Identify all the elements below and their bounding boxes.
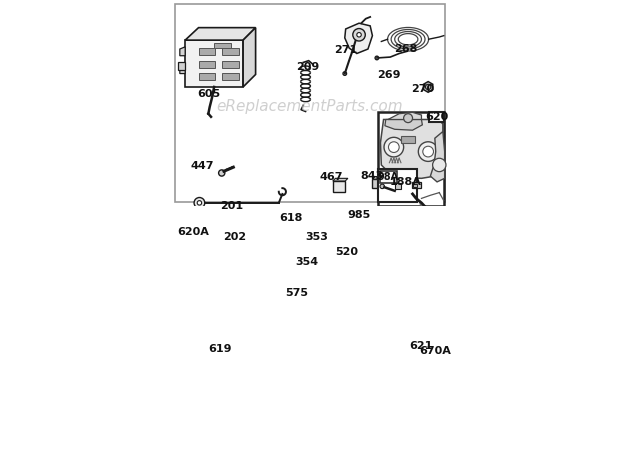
Circle shape: [384, 137, 404, 157]
Text: 575: 575: [285, 288, 308, 298]
Circle shape: [389, 142, 399, 152]
Polygon shape: [381, 120, 443, 178]
Bar: [378, 112, 444, 206]
Bar: [198, 61, 216, 68]
Bar: [401, 136, 415, 143]
Bar: [222, 48, 239, 55]
Polygon shape: [333, 178, 348, 181]
Bar: [414, 184, 417, 187]
Text: 605: 605: [197, 89, 220, 98]
Text: 353: 353: [305, 232, 328, 242]
Circle shape: [200, 242, 206, 249]
Circle shape: [293, 226, 297, 230]
Text: 618: 618: [280, 213, 303, 223]
Text: 354: 354: [295, 257, 318, 267]
Circle shape: [314, 261, 326, 274]
Circle shape: [343, 72, 347, 75]
Bar: [214, 43, 231, 48]
Bar: [430, 112, 444, 122]
Polygon shape: [430, 132, 445, 182]
Bar: [348, 218, 352, 221]
Polygon shape: [345, 23, 373, 54]
Text: 467: 467: [320, 172, 343, 182]
Polygon shape: [234, 241, 249, 260]
Text: 619: 619: [208, 344, 232, 353]
Bar: [395, 183, 401, 189]
Text: 269: 269: [378, 70, 401, 80]
Circle shape: [194, 198, 205, 208]
Polygon shape: [423, 82, 433, 92]
Polygon shape: [373, 179, 383, 188]
Text: 670A: 670A: [419, 346, 451, 356]
Polygon shape: [185, 28, 255, 40]
Text: 202: 202: [223, 232, 246, 242]
Polygon shape: [192, 236, 211, 287]
Circle shape: [375, 56, 379, 60]
Text: 621: 621: [409, 340, 432, 351]
Text: 270: 270: [411, 84, 434, 94]
Text: 447: 447: [190, 161, 214, 171]
Circle shape: [304, 295, 314, 304]
Circle shape: [380, 184, 384, 188]
Text: 209: 209: [296, 62, 319, 72]
Text: 188A: 188A: [390, 177, 422, 187]
Circle shape: [202, 275, 209, 282]
Bar: [352, 258, 355, 261]
Bar: [346, 220, 355, 227]
Circle shape: [219, 353, 225, 360]
Circle shape: [309, 226, 313, 230]
Circle shape: [327, 242, 333, 247]
Polygon shape: [388, 112, 422, 120]
Circle shape: [425, 84, 431, 90]
Polygon shape: [185, 40, 243, 87]
Circle shape: [357, 32, 361, 37]
Polygon shape: [180, 47, 185, 56]
Bar: [379, 171, 397, 183]
Polygon shape: [333, 181, 345, 192]
Polygon shape: [179, 62, 185, 70]
Bar: [198, 73, 216, 80]
Text: 620A: 620A: [177, 227, 209, 237]
Polygon shape: [373, 176, 386, 179]
Text: 271: 271: [334, 45, 357, 55]
Bar: [222, 73, 239, 80]
Circle shape: [353, 29, 365, 41]
Bar: [295, 223, 311, 233]
Text: 520: 520: [335, 247, 358, 257]
Text: 201: 201: [221, 201, 244, 211]
Bar: [412, 182, 422, 188]
Circle shape: [433, 158, 446, 172]
Bar: [198, 48, 216, 55]
Circle shape: [197, 201, 202, 205]
Text: 985: 985: [347, 210, 371, 220]
Bar: [301, 291, 317, 300]
Polygon shape: [385, 120, 422, 130]
Bar: [349, 256, 358, 263]
Text: eReplacementParts.com: eReplacementParts.com: [216, 98, 404, 114]
Circle shape: [324, 238, 336, 250]
Bar: [222, 61, 239, 68]
Circle shape: [404, 114, 412, 122]
Circle shape: [418, 142, 438, 161]
Bar: [378, 170, 417, 201]
Text: 98A: 98A: [378, 172, 399, 182]
Circle shape: [300, 291, 318, 309]
Text: 268: 268: [394, 44, 417, 54]
Text: 620: 620: [425, 112, 448, 122]
Polygon shape: [243, 28, 255, 87]
Circle shape: [409, 188, 415, 194]
Text: 843: 843: [360, 170, 383, 181]
Circle shape: [219, 170, 225, 176]
Circle shape: [317, 265, 322, 270]
Polygon shape: [180, 65, 185, 73]
Circle shape: [423, 146, 433, 157]
